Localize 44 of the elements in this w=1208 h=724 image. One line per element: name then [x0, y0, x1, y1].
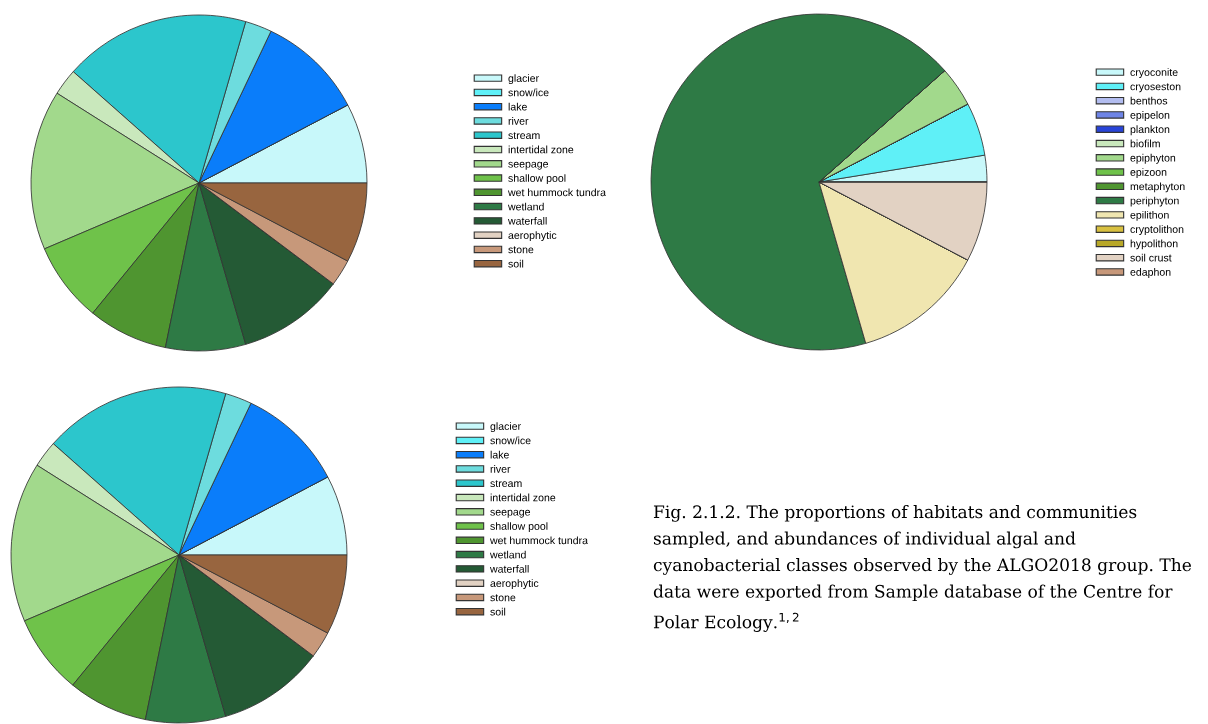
legend-label: glacier: [508, 74, 539, 85]
legend-label: epizoon: [1130, 168, 1167, 178]
legend-label: aerophytic: [508, 231, 557, 242]
legend-label: shallow pool: [490, 522, 548, 532]
legend-label: soil: [508, 259, 524, 268]
legend-label: epiphyton: [1130, 153, 1176, 164]
legend-label: epipelon: [1130, 111, 1170, 121]
legend-label: soil: [490, 607, 506, 616]
legend-label: edaphon: [1130, 268, 1171, 278]
legend-label: snow/ice: [490, 436, 531, 445]
legend-label: wet hummock tundra: [489, 536, 588, 545]
legend-label: wetland: [507, 202, 544, 211]
legend-label: stone: [490, 594, 516, 602]
legend-label: intertidal zone: [490, 493, 556, 502]
legend-label: metaphyton: [1130, 182, 1185, 193]
legend-label: glacier: [490, 422, 521, 433]
legend-label: hypolithon: [1130, 239, 1178, 250]
legend-label: stream: [490, 480, 522, 488]
caption: Fig. 2.1.2. The proportions of habitats and communities sampled, and abundances of individual algal and cyanobacterial classes observed by the ALGO2018 group. The data were exported from Sample database of the Centre for Polar Ecology.$^{1,2}$: [653, 505, 1192, 632]
legend-label: seepage: [490, 509, 531, 518]
legend-label: lake: [508, 102, 527, 111]
legend-label: seepage: [508, 161, 549, 170]
legend-label: waterfall: [489, 564, 529, 573]
legend-label: waterfall: [507, 216, 547, 225]
legend-label: wet hummock tundra: [507, 188, 606, 197]
legend-label: cryoconite: [1130, 68, 1178, 79]
legend-label: periphyton: [1130, 196, 1179, 207]
legend-label: plankton: [1130, 125, 1170, 136]
legend-label: cryptolithon: [1130, 225, 1184, 236]
legend-label: cryoseston: [1130, 83, 1181, 93]
legend-label: biofilm: [1130, 139, 1160, 148]
legend-label: aerophytic: [490, 579, 539, 590]
legend-label: intertidal zone: [508, 145, 574, 154]
legend-label: benthos: [1130, 96, 1168, 105]
legend-label: wetland: [489, 550, 526, 559]
legend-label: river: [508, 117, 529, 125]
legend-label: stream: [508, 132, 540, 140]
legend-label: soil crust: [1130, 253, 1172, 262]
legend-label: stone: [508, 246, 534, 254]
legend-label: shallow pool: [508, 174, 566, 184]
legend-label: snow/ice: [508, 88, 549, 97]
legend-label: epilithon: [1130, 210, 1169, 221]
legend-label: river: [490, 465, 511, 473]
legend-label: lake: [490, 450, 509, 459]
